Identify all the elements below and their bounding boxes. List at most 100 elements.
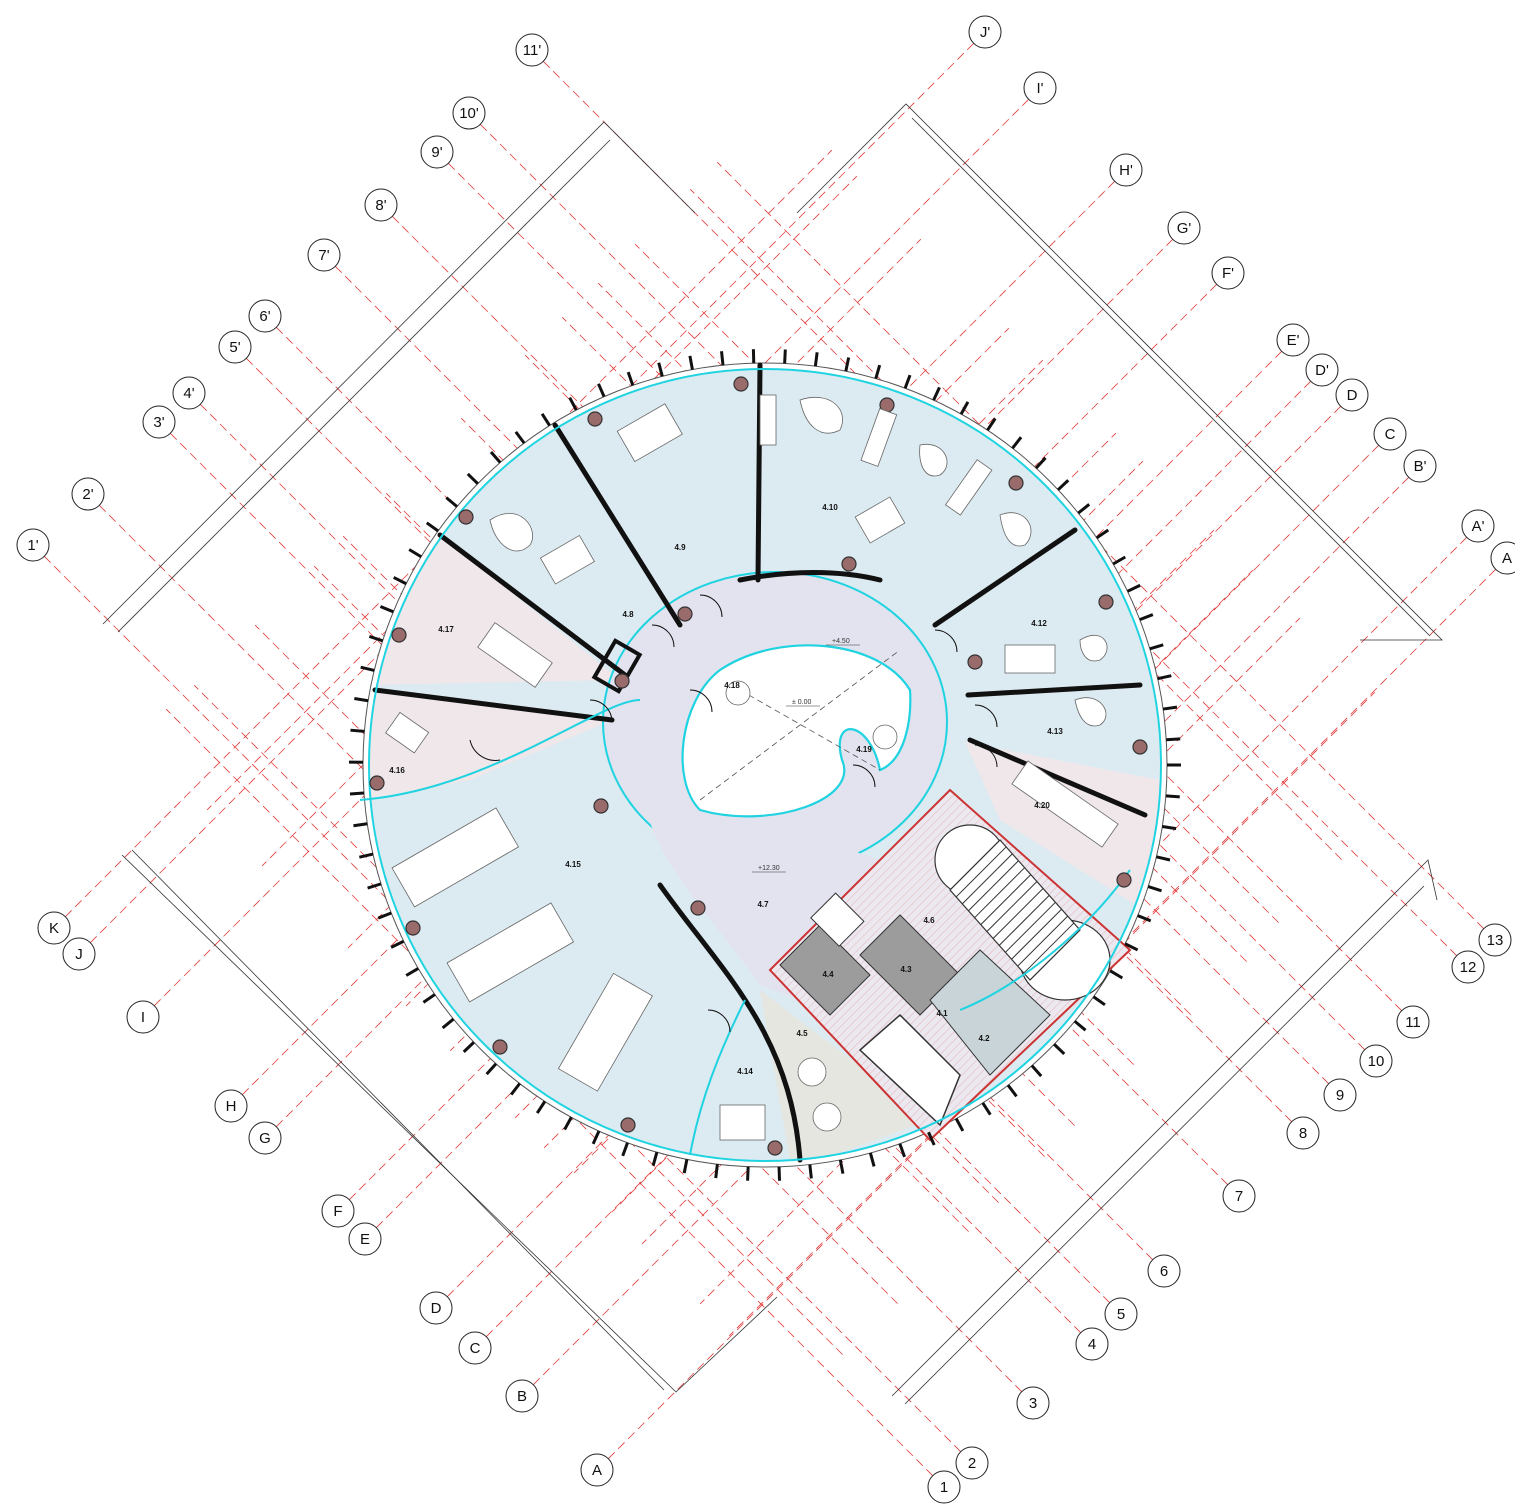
- column: [458, 509, 474, 525]
- facade-fin: [1034, 456, 1047, 470]
- stair-tread: [980, 874, 1032, 925]
- room-label: 4.2: [978, 1034, 990, 1043]
- facade-fin: [425, 521, 440, 533]
- facade-fin: [868, 1152, 876, 1167]
- room-4-16-fill: [370, 690, 612, 800]
- facade-fin: [932, 386, 941, 401]
- grid-axis-line: [165, 708, 933, 1476]
- facade-fin: [813, 352, 819, 367]
- grid-bubble: J': [968, 15, 1002, 49]
- facade-fin: [682, 1159, 689, 1174]
- facade-fin: [720, 351, 725, 366]
- facade-fin: [783, 349, 787, 364]
- grid-bubble: 2': [71, 477, 105, 511]
- grid-bubble-label: 7: [1235, 1188, 1243, 1205]
- grid-bubble-label: 12: [1460, 959, 1477, 976]
- facade-fin: [445, 496, 459, 508]
- facade-fin: [535, 1100, 547, 1114]
- grid-bubble-label: 2': [82, 486, 93, 503]
- grid-bubble: 1: [927, 1470, 961, 1504]
- room-4-20-fill: [965, 742, 1160, 920]
- room-label: 4.4: [822, 970, 834, 979]
- room-4-17-fill: [370, 535, 620, 685]
- grid-bubble-label: J': [980, 24, 991, 41]
- facade-fin: [1165, 794, 1180, 799]
- column: [405, 920, 421, 936]
- stair-tread: [1029, 929, 1081, 981]
- grid-bubble-label: C: [1385, 426, 1396, 443]
- room-label: 4.13: [1047, 727, 1063, 736]
- facade-fin: [368, 635, 384, 643]
- facade-fin: [1147, 885, 1162, 893]
- facade-fin: [1073, 1020, 1087, 1032]
- facade-fin: [838, 1159, 845, 1174]
- room-label: 4.1: [936, 1009, 948, 1018]
- grid-bubble-label: H': [1119, 162, 1133, 179]
- column: [593, 798, 609, 814]
- grid-axis-line: [193, 684, 961, 1452]
- facade-fin: [367, 882, 382, 890]
- facade-fin: [903, 374, 912, 389]
- stair-tread: [974, 867, 1025, 919]
- grid-bubble-label: 13: [1487, 932, 1504, 949]
- grid-bubble-label: C: [470, 1340, 481, 1357]
- column: [492, 1039, 508, 1055]
- grid-bubble: 8: [1286, 1116, 1320, 1150]
- column: [587, 411, 603, 427]
- grid-bubble: 3: [1016, 1386, 1050, 1420]
- facade-fin: [422, 993, 436, 1004]
- facade-fin: [981, 1102, 992, 1116]
- column: [767, 1140, 783, 1156]
- room-label: 4.17: [438, 625, 454, 634]
- level-marker: ± 0.00: [792, 699, 812, 706]
- column: [733, 376, 749, 392]
- grid-bubble-label: 3: [1029, 1395, 1037, 1412]
- facade-fin: [1057, 479, 1070, 491]
- facade-fin: [408, 548, 422, 559]
- room-label: 4.7: [757, 900, 769, 909]
- facade-fin: [986, 417, 997, 431]
- facade-fin: [621, 1142, 629, 1157]
- grid-bubble-label: E: [360, 1231, 370, 1248]
- grid-bubble: 5': [218, 330, 252, 364]
- facade-fin: [514, 430, 526, 445]
- atrium-diagonal: [739, 689, 881, 771]
- room-label: 4.5: [796, 1029, 808, 1038]
- atrium-diagonal: [699, 649, 901, 801]
- glazing-partitions: [359, 368, 1162, 1162]
- facade-fin: [626, 371, 635, 386]
- facade-fin: [466, 472, 479, 485]
- grid-bubble-label: 6': [259, 308, 270, 325]
- grid-axis-line: [206, 43, 974, 811]
- grid-axis-line: [65, 149, 833, 917]
- facade-fin: [1092, 995, 1106, 1007]
- grid-axis-line: [716, 161, 1484, 929]
- grid-bubble-label: A: [1502, 550, 1512, 567]
- grid-bubble-label: G: [259, 1130, 271, 1147]
- facade-fin: [354, 697, 369, 703]
- grid-bubble: 10': [452, 96, 486, 130]
- level-marker: +12.30: [758, 865, 780, 872]
- facade-fin: [688, 355, 694, 370]
- column: [690, 900, 706, 916]
- grid-bubble: 12: [1451, 950, 1485, 984]
- grid-bubble: E': [1276, 323, 1310, 357]
- dimension-lines: [102, 103, 1443, 1405]
- grid-bubble: D': [1305, 353, 1339, 387]
- grid-bubble: H: [214, 1089, 248, 1123]
- grid-bubble-label: 9': [431, 144, 442, 161]
- facade-fin: [1011, 436, 1023, 450]
- stair-tread: [1017, 915, 1069, 967]
- grid-bubble: 11': [515, 33, 549, 67]
- grid-bubble: A: [580, 1453, 614, 1487]
- facade-fin: [1077, 503, 1091, 515]
- grid-bubble: K: [37, 911, 71, 945]
- column: [967, 654, 983, 670]
- grid-bubble: 5: [1104, 1297, 1138, 1331]
- column: [1098, 594, 1114, 610]
- facade-fin: [657, 362, 664, 377]
- grid-axis-line: [689, 188, 1457, 956]
- facade-fin: [377, 911, 392, 920]
- grid-bubble-label: 7': [318, 247, 329, 264]
